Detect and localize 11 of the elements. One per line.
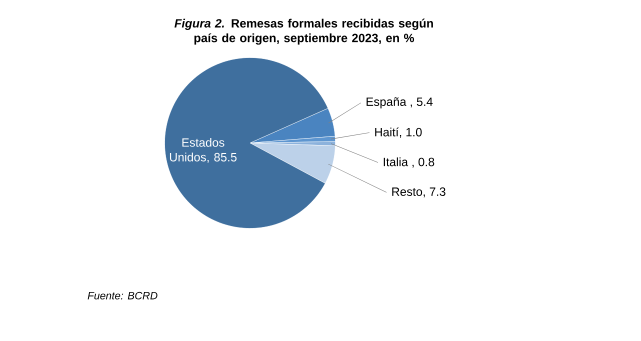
source-note: Fuente: BCRD bbox=[88, 292, 158, 300]
data-label: , 0.8 bbox=[412, 158, 434, 168]
data-label: , 85.5 bbox=[207, 152, 237, 163]
slice-label: Resto bbox=[392, 188, 422, 196]
data-label: , 1.0 bbox=[400, 128, 422, 138]
data-label: , 7.3 bbox=[424, 187, 446, 198]
data-label: , 5.4 bbox=[410, 98, 433, 108]
chart-title: Figura 2. Remesas formales recibidas según país de origen, septiembre 2023, en % bbox=[174, 18, 433, 45]
slice-label: Italia bbox=[384, 157, 408, 166]
slice-label: España bbox=[366, 97, 406, 108]
slice-label: Haití bbox=[375, 127, 399, 136]
